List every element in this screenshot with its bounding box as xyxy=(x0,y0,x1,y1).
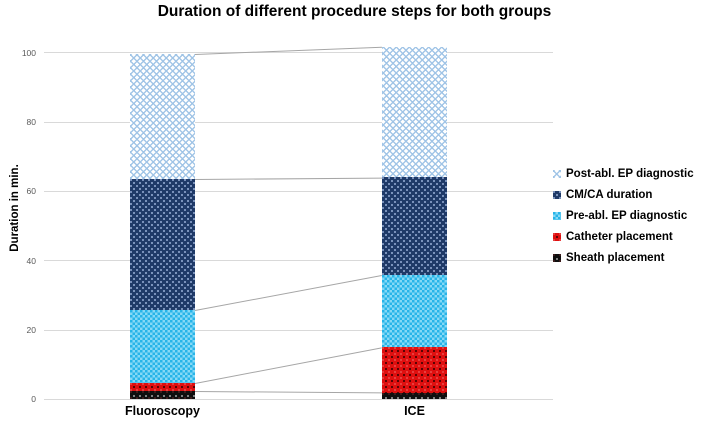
bar-segment-cm-ca-duration-ice xyxy=(382,177,447,276)
bar-segment-sheath-placement-fluoroscopy xyxy=(130,391,195,400)
gridline xyxy=(44,52,553,54)
bar-segment-catheter-placement-fluoroscopy xyxy=(130,382,195,392)
legend-label: Post-abl. EP diagnostic xyxy=(566,168,694,181)
legend-swatch-sheath-icon xyxy=(553,253,561,262)
chart-title: Duration of different procedure steps fo… xyxy=(157,3,552,20)
legend-item-pre-abl-ep-diagnostic: Pre-abl. EP diagnostic xyxy=(553,206,694,227)
gridline xyxy=(44,121,553,123)
gridline xyxy=(44,329,553,331)
legend-label: Sheath placement xyxy=(566,251,665,264)
legend-swatch-catheter-icon xyxy=(553,232,561,241)
legend-swatch-pre-abl-icon xyxy=(553,211,561,220)
bar-segment-sheath-placement-ice xyxy=(382,392,447,400)
connector-line xyxy=(194,177,382,180)
x-axis-label-ice: ICE xyxy=(404,404,425,418)
y-tick-label: 100 xyxy=(21,47,36,58)
legend-label: Pre-abl. EP diagnostic xyxy=(566,209,688,222)
x-axis-label-fluoroscopy: Fluoroscopy xyxy=(124,404,200,418)
bar-segment-post-abl-ep-diagnostic-fluoroscopy xyxy=(130,54,195,179)
gridline xyxy=(44,190,553,192)
bar-segment-post-abl-ep-diagnostic-ice xyxy=(382,47,447,178)
connector-line xyxy=(194,347,383,384)
legend-item-sheath-placement: Sheath placement xyxy=(553,247,694,268)
legend-label: CM/CA duration xyxy=(566,189,653,202)
y-tick-label: 0 xyxy=(31,394,36,405)
y-axis-label: Duration in min. xyxy=(9,164,21,252)
legend-item-catheter-placement: Catheter placement xyxy=(553,226,694,247)
y-tick-label: 40 xyxy=(26,255,36,266)
bar-segment-catheter-placement-ice xyxy=(382,347,447,393)
y-tick-label: 20 xyxy=(26,325,36,336)
connector-line xyxy=(194,391,382,394)
bar-segment-cm-ca-duration-fluoroscopy xyxy=(130,178,195,311)
legend-swatch-cm-ca-icon xyxy=(553,191,561,200)
legend-item-cm-ca-duration: CM/CA duration xyxy=(553,185,694,206)
bar-segment-pre-abl-ep-diagnostic-fluoroscopy xyxy=(130,310,195,383)
legend-item-post-abl-ep-diagnostic: Post-abl. EP diagnostic xyxy=(553,164,694,185)
y-tick-label: 60 xyxy=(26,186,36,197)
gridline xyxy=(44,398,553,400)
y-tick-label: 80 xyxy=(26,117,36,128)
gridline xyxy=(44,260,553,262)
bar-segment-pre-abl-ep-diagnostic-ice xyxy=(382,275,447,348)
legend-label: Catheter placement xyxy=(566,230,673,243)
legend-swatch-post-abl-icon xyxy=(553,170,561,179)
legend: Post-abl. EP diagnostic CM/CA duration P… xyxy=(553,164,694,268)
connector-line xyxy=(194,275,383,312)
